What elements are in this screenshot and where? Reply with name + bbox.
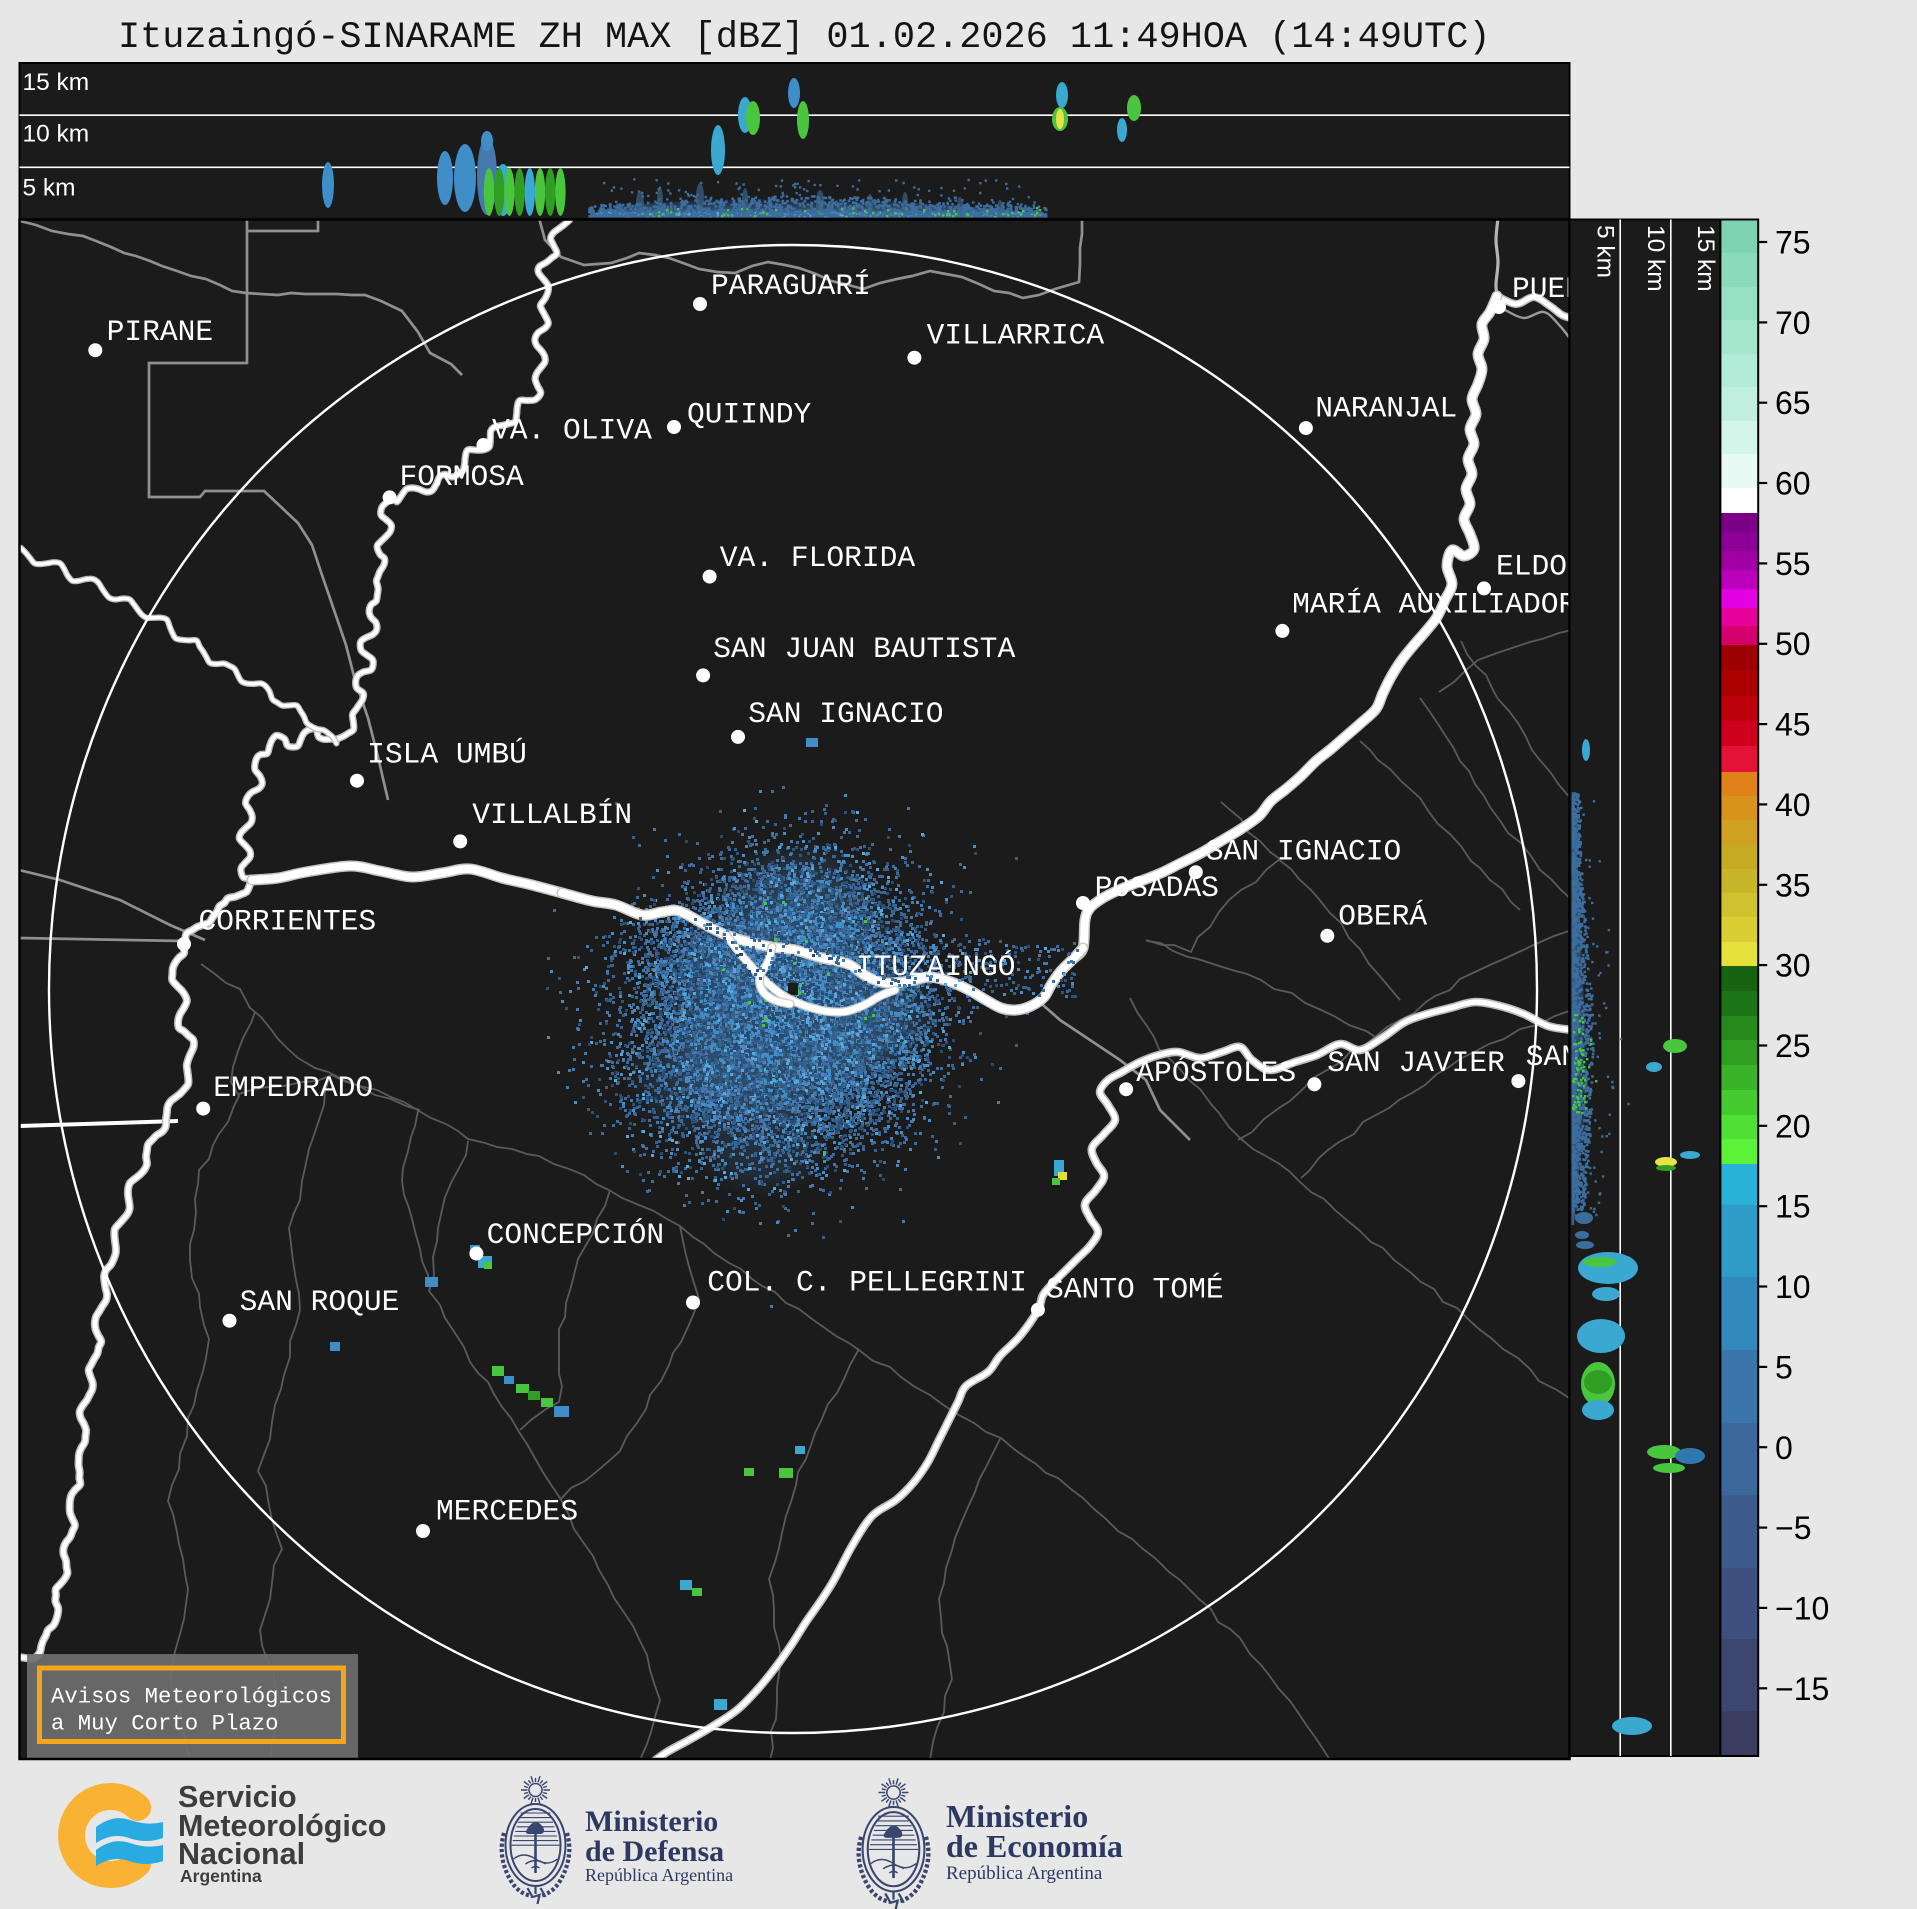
svg-text:−10: −10: [1775, 1590, 1829, 1626]
svg-text:CONCEPCIÓN: CONCEPCIÓN: [487, 1218, 665, 1252]
svg-text:5 km: 5 km: [1592, 225, 1619, 278]
svg-text:−5: −5: [1775, 1510, 1811, 1546]
svg-text:Ministerio: Ministerio: [946, 1798, 1088, 1834]
svg-text:a Muy Corto Plazo: a Muy Corto Plazo: [51, 1711, 278, 1737]
svg-text:ITUZAINGÓ: ITUZAINGÓ: [856, 950, 1016, 984]
svg-text:15 km: 15 km: [1692, 225, 1719, 292]
svg-text:de Economía: de Economía: [946, 1828, 1123, 1864]
svg-text:SANTO TOMÉ: SANTO TOMÉ: [1046, 1273, 1224, 1307]
svg-text:de Defensa: de Defensa: [585, 1835, 724, 1868]
svg-text:República Argentina: República Argentina: [946, 1863, 1103, 1884]
svg-text:75: 75: [1775, 225, 1811, 261]
svg-text:25: 25: [1775, 1028, 1811, 1064]
svg-text:10 km: 10 km: [1642, 225, 1669, 292]
svg-text:0: 0: [1775, 1430, 1793, 1466]
svg-text:60: 60: [1775, 466, 1811, 502]
svg-text:VA. OLIVA: VA. OLIVA: [492, 414, 652, 448]
svg-text:SAN ROQUE: SAN ROQUE: [240, 1285, 400, 1319]
svg-text:MARÍA AUXILIADORA: MARÍA AUXILIADORA: [1292, 588, 1594, 622]
svg-text:Meteorológico: Meteorológico: [178, 1809, 386, 1843]
svg-text:PIRANE: PIRANE: [107, 315, 214, 349]
svg-text:Nacional: Nacional: [178, 1837, 305, 1871]
svg-text:VA. FLORIDA: VA. FLORIDA: [720, 541, 916, 575]
svg-text:70: 70: [1775, 305, 1811, 341]
svg-text:OBERÁ: OBERÁ: [1338, 899, 1427, 933]
svg-text:65: 65: [1775, 385, 1811, 421]
svg-text:SAN IGNACIO: SAN IGNACIO: [748, 697, 943, 731]
svg-text:VILLALBÍN: VILLALBÍN: [472, 798, 632, 832]
svg-text:COL. C. PELLEGRINI: COL. C. PELLEGRINI: [707, 1266, 1027, 1300]
svg-text:10: 10: [1775, 1269, 1811, 1305]
svg-text:FORMOSA: FORMOSA: [400, 460, 525, 494]
svg-text:5: 5: [1775, 1349, 1793, 1385]
svg-text:SAN IGNACIO: SAN IGNACIO: [1206, 835, 1401, 869]
svg-text:5 km: 5 km: [23, 175, 76, 202]
svg-text:QUIINDY: QUIINDY: [687, 397, 812, 431]
svg-text:VILLARRICA: VILLARRICA: [927, 319, 1105, 353]
svg-text:40: 40: [1775, 787, 1811, 823]
svg-text:35: 35: [1775, 867, 1811, 903]
svg-text:EMPEDRADO: EMPEDRADO: [213, 1071, 373, 1105]
svg-text:55: 55: [1775, 546, 1811, 582]
svg-text:Ministerio: Ministerio: [585, 1805, 718, 1838]
svg-text:Argentina: Argentina: [180, 1866, 262, 1886]
svg-text:ELDORADO: ELDORADO: [1496, 549, 1638, 583]
svg-text:Ituzaingó-SINARAME ZH MAX [dBZ: Ituzaingó-SINARAME ZH MAX [dBZ] 01.02.20…: [118, 17, 1491, 59]
svg-text:20: 20: [1775, 1108, 1811, 1144]
svg-text:SAN JAVIER: SAN JAVIER: [1327, 1046, 1505, 1080]
svg-text:CORRIENTES: CORRIENTES: [199, 905, 377, 939]
svg-text:APÓSTOLES: APÓSTOLES: [1136, 1056, 1296, 1090]
svg-text:30: 30: [1775, 948, 1811, 984]
svg-text:POSADAS: POSADAS: [1095, 871, 1219, 905]
svg-text:45: 45: [1775, 707, 1811, 743]
svg-text:PUERTO: PUERTO: [1512, 272, 1619, 306]
svg-text:15 km: 15 km: [23, 69, 90, 96]
svg-text:ISLA UMBÚ: ISLA UMBÚ: [367, 738, 527, 772]
svg-text:NARANJAL: NARANJAL: [1315, 391, 1457, 425]
svg-text:15: 15: [1775, 1189, 1811, 1225]
svg-text:República Argentina: República Argentina: [585, 1865, 733, 1885]
svg-text:MERCEDES: MERCEDES: [436, 1495, 578, 1529]
svg-text:Servicio: Servicio: [178, 1780, 297, 1814]
svg-text:SAN JUAN BAUTISTA: SAN JUAN BAUTISTA: [713, 632, 1015, 666]
svg-text:50: 50: [1775, 626, 1811, 662]
svg-text:10 km: 10 km: [23, 121, 90, 148]
svg-text:Avisos Meteorológicos: Avisos Meteorológicos: [51, 1684, 332, 1710]
svg-text:PARAGUARÍ: PARAGUARÍ: [711, 269, 871, 303]
svg-text:−15: −15: [1775, 1671, 1829, 1707]
svg-text:SAN: SAN: [1526, 1040, 1579, 1074]
